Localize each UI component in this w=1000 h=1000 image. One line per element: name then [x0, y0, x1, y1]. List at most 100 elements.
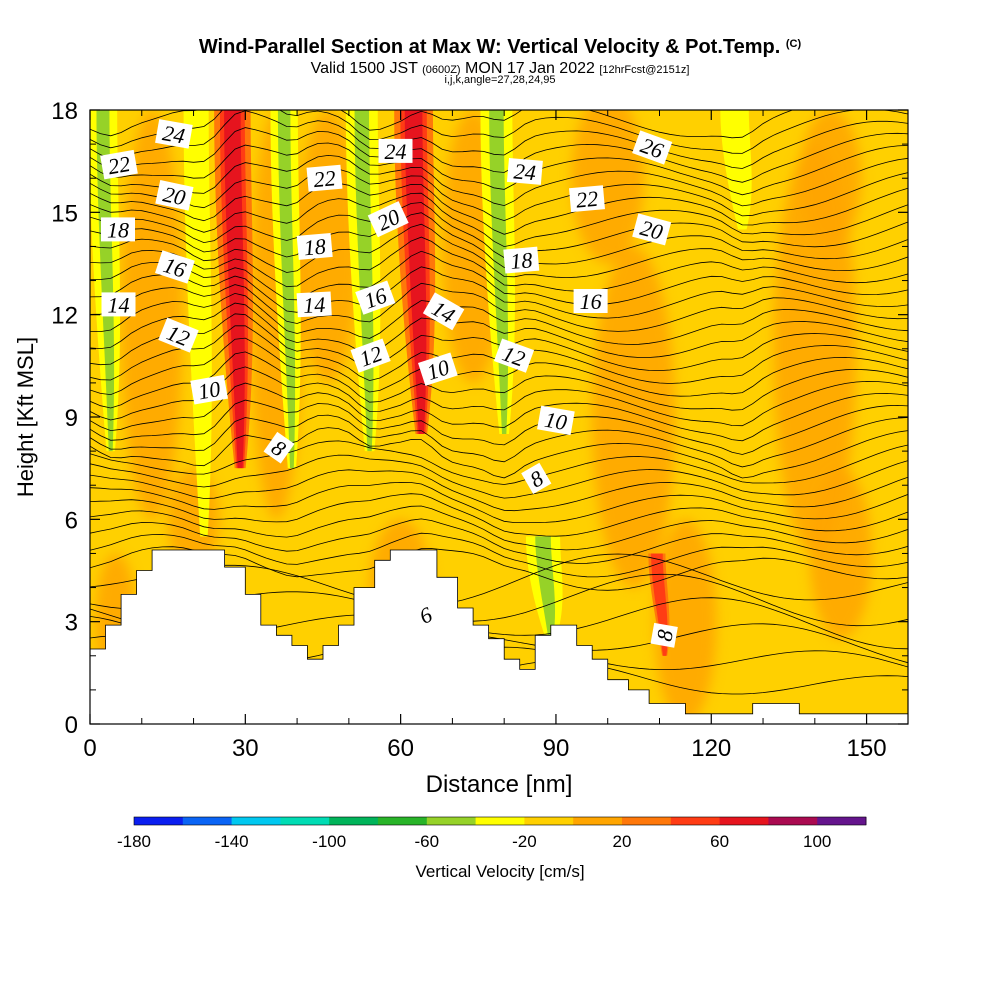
- isentrope-line: [90, 212, 908, 268]
- contour-label-box: [155, 180, 194, 211]
- contour-label: 18: [296, 232, 333, 260]
- colorbar-frame: [133, 816, 867, 826]
- colorbar-swatch: [231, 817, 281, 825]
- isentrope-line: [90, 454, 908, 499]
- contour-label-text: 22: [575, 186, 599, 213]
- isentrope-line: [90, 266, 908, 319]
- isentrope-line: [90, 313, 908, 372]
- contour-label: 20: [155, 180, 194, 211]
- contour-label-text: 20: [161, 181, 188, 210]
- contour-label: 20: [632, 213, 672, 246]
- contour-label: 18: [503, 246, 540, 274]
- chart-title: Wind-Parallel Section at Max W: Vertical…: [198, 36, 802, 58]
- contour-label: 24: [506, 157, 543, 185]
- contour-label-text: 24: [385, 139, 407, 164]
- contour-label-box: [350, 338, 391, 373]
- colorbar-swatch: [329, 817, 379, 825]
- isentrope-line: [90, 351, 908, 411]
- contour-label-box: [503, 246, 540, 274]
- contour-label-box: [155, 250, 195, 284]
- contour-label-box: [190, 374, 228, 405]
- contour-label: 24: [378, 138, 413, 164]
- colorbar-swatch: [378, 817, 428, 825]
- isentrope-line: [90, 168, 908, 222]
- contour-label-box: [422, 292, 465, 331]
- velocity-band: [728, 110, 746, 230]
- isentrope-line: [90, 481, 908, 523]
- velocity-band: [96, 110, 115, 452]
- valid-utc: (0600Z): [422, 64, 461, 76]
- contour-label: 14: [101, 292, 136, 317]
- contour-label-box: [367, 201, 409, 238]
- contour-label-box: [632, 213, 672, 246]
- copyright-mark: (C): [785, 38, 802, 50]
- velocity-band: [404, 110, 427, 435]
- valid-date: MON 17 Jan 2022: [465, 60, 595, 77]
- contour-label-box: [101, 292, 136, 317]
- colorbar-swatch: [817, 817, 867, 825]
- y-tick-label: 12: [51, 303, 78, 330]
- isentrope-line: [90, 553, 908, 607]
- contour-label-text: 10: [543, 407, 569, 435]
- contour-label-box: [296, 291, 332, 318]
- y-tick-label: 3: [65, 610, 78, 637]
- valid-time: Valid 1500 JST: [310, 60, 418, 77]
- contour-label-box: [569, 185, 605, 213]
- contour-label-box: [537, 405, 575, 436]
- isentrope-line: [90, 532, 908, 578]
- colorbar-swatch: [426, 817, 477, 825]
- colorbar-tick-label: -20: [512, 832, 537, 851]
- orange-patch: [592, 246, 676, 588]
- x-tick-label: 120: [691, 735, 731, 762]
- contour-label-box: [101, 217, 135, 242]
- contour-label: 22: [569, 185, 605, 213]
- contour-label-box: [158, 317, 199, 353]
- contour-label-box: [355, 280, 396, 315]
- contour-label-text: 24: [513, 158, 537, 185]
- contour-label: 6: [410, 599, 441, 631]
- contour-label-text: 18: [303, 233, 327, 260]
- x-tick-label: 90: [543, 735, 570, 762]
- isentrope-line: [90, 142, 908, 196]
- colorbar-tick-label: -100: [312, 832, 346, 851]
- colorbar-swatch: [182, 817, 233, 825]
- isentrope-line: [90, 493, 908, 537]
- colorbar-tick-label: 20: [613, 832, 632, 851]
- colorbar-swatch: [670, 817, 721, 825]
- colorbar-tick-label: -180: [117, 832, 151, 851]
- colorbar-swatch: [524, 817, 574, 825]
- contour-label-box: [573, 289, 608, 313]
- contour-label-text: 22: [312, 165, 336, 192]
- contour-label-text: 8: [651, 628, 678, 643]
- velocity-band: [224, 110, 245, 469]
- contour-label: 22: [100, 149, 138, 180]
- contour-label: 16: [573, 289, 608, 314]
- isentrope-line: [90, 366, 908, 427]
- contour-label: 10: [537, 405, 575, 436]
- x-axis-label: Distance [nm]: [426, 771, 573, 798]
- contour-label-text: 14: [303, 292, 326, 318]
- contour-label-box: [263, 431, 295, 464]
- isentrope-line: [90, 282, 908, 332]
- contour-label-text: 10: [196, 376, 222, 404]
- velocity-band: [190, 110, 207, 537]
- contour-label: 10: [418, 352, 458, 386]
- isentrope-line: [90, 292, 908, 345]
- y-tick-label: 0: [65, 712, 78, 739]
- contour-label: 14: [296, 291, 332, 318]
- colorbar-swatch: [475, 817, 525, 825]
- colorbar-tick-label: 100: [803, 832, 831, 851]
- isentrope-line: [90, 154, 908, 207]
- contour-label-box: [306, 164, 343, 192]
- x-tick-label: 60: [387, 735, 414, 762]
- isentrope-line: [90, 518, 908, 564]
- contour-label-box: [493, 338, 535, 373]
- colorbar-swatch: [280, 817, 330, 825]
- isentrope-line: [90, 202, 908, 259]
- isentrope-line: [90, 223, 908, 279]
- isentrope-line: [90, 127, 908, 183]
- isentrope-line: [90, 546, 908, 591]
- contour-label: 22: [306, 164, 343, 192]
- isentrope-line: [90, 110, 908, 169]
